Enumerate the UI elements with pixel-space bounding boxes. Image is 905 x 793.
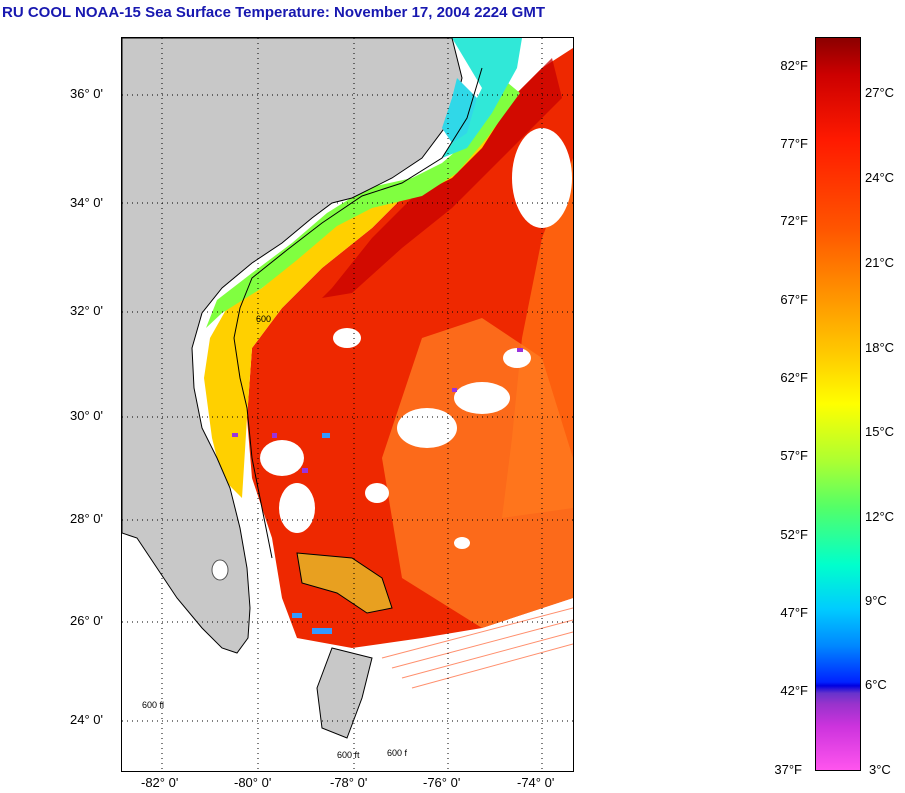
colorbar-c-21: 21°C [865,255,895,270]
colorbar-f-67: 67°F [780,292,808,307]
lon-label-80: -80° 0' [234,775,272,790]
bathy-label-3: 600 ft [337,750,360,760]
graticule [122,38,573,771]
lake-okeechobee [211,559,229,581]
us-coastline-land [122,38,463,654]
colorbar-c-15: 15°C [865,424,895,439]
colorbar-f-77: 77°F [780,136,808,151]
lat-label-28: 28° 0' [70,511,103,526]
colorbar-c-27: 27°C [865,85,895,100]
colorbar-f-52: 52°F [780,527,808,542]
lat-label-26: 26° 0' [70,613,103,628]
bathymetry-contour [233,67,483,559]
little-bahama-bank [296,552,393,614]
bathy-label-2: 600 fl [142,700,164,710]
pamlico-sound [442,78,477,143]
colorbar-c-12: 12°C [865,509,895,524]
cold-pixels [232,348,523,473]
bahamas-banks [316,647,373,739]
colorbar-f-82: 82°F [780,58,808,73]
colorbar-c-24: 24°C [865,170,895,185]
lon-label-78: -78° 0' [330,775,368,790]
colorbar-f-72: 72°F [780,213,808,228]
lat-label-36: 36° 0' [70,86,103,101]
colorbar-f-37: 37°F [774,762,802,777]
bathy-label-1: 600 [256,314,271,324]
colorbar-c-18: 18°C [865,340,895,355]
colorbar-f-62: 62°F [780,370,808,385]
map-title: RU COOL NOAA-15 Sea Surface Temperature:… [2,4,545,21]
lat-label-32: 32° 0' [70,303,103,318]
colorbar-f-57: 57°F [780,448,808,463]
cool-pixels [292,433,332,634]
lat-label-34: 34° 0' [70,195,103,210]
lat-label-30: 30° 0' [70,408,103,423]
colorbar-f-47: 47°F [780,605,808,620]
offshore-orange-2 [382,318,573,628]
colorbar-c-6: 6°C [865,677,887,692]
lat-label-24: 24° 0' [70,712,103,727]
lon-label-82: -82° 0' [141,775,179,790]
temperature-colorbar [815,37,861,771]
sst-map: 600 600 fl 600 ft 600 f [121,37,574,772]
colorbar-c-9: 9°C [865,593,887,608]
bathy-label-4: 600 f [387,748,408,758]
colorbar-f-42: 42°F [780,683,808,698]
swath-lines [381,607,573,689]
colorbar-c-3: 3°C [869,762,891,777]
lon-label-76: -76° 0' [423,775,461,790]
lon-label-74: -74° 0' [517,775,555,790]
